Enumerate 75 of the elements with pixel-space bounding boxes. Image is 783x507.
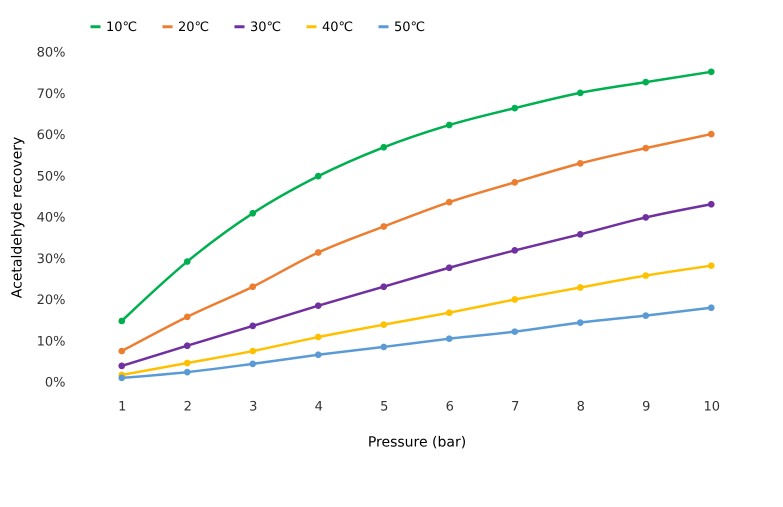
x-tick-label: 2 — [184, 400, 192, 414]
point — [642, 214, 650, 221]
point — [708, 304, 715, 312]
point — [380, 223, 388, 230]
x-tick-label: 5 — [380, 400, 388, 414]
y-tick-label: 50% — [36, 169, 66, 184]
point — [314, 172, 322, 180]
legend-label: 50℃ — [394, 20, 426, 35]
y-tick-label: 0% — [44, 376, 66, 390]
point — [184, 342, 191, 350]
point — [314, 351, 322, 358]
y-tick-label: 30% — [36, 252, 66, 267]
point — [642, 144, 650, 152]
y-tick-label: 20% — [36, 293, 66, 308]
point — [118, 374, 126, 382]
point — [314, 334, 322, 340]
point — [249, 283, 256, 290]
point — [314, 249, 322, 256]
point — [184, 360, 191, 366]
point — [511, 104, 518, 112]
y-tick-label: 10% — [36, 334, 66, 350]
x-tick-label: 3 — [249, 400, 258, 414]
point — [511, 328, 518, 336]
point — [184, 313, 191, 320]
point — [642, 312, 650, 319]
point — [380, 321, 388, 328]
x-tick-label: 1 — [118, 400, 126, 414]
point — [249, 322, 256, 330]
y-tick-label: 40% — [36, 210, 66, 226]
point — [249, 348, 256, 354]
point — [446, 198, 453, 206]
x-tick-label: 9 — [642, 400, 650, 414]
point — [642, 272, 650, 279]
legend-label: 30℃ — [250, 20, 282, 35]
point — [446, 335, 453, 342]
point — [708, 262, 715, 270]
point — [380, 144, 388, 151]
x-axis-title: Pressure (bar) — [368, 434, 466, 450]
point — [446, 264, 453, 272]
legend-label: 20℃ — [178, 20, 210, 35]
x-tick-label: 6 — [446, 400, 454, 414]
point — [576, 319, 584, 326]
legend-label: 40℃ — [322, 20, 354, 35]
point — [380, 283, 388, 290]
point — [446, 122, 453, 128]
point — [511, 247, 518, 254]
point — [314, 302, 322, 310]
y-axis-title: Acetaldehyde recovery — [10, 136, 26, 298]
point — [576, 284, 584, 291]
point — [249, 360, 256, 368]
x-tick-label: 10 — [703, 400, 720, 414]
point — [708, 68, 715, 76]
x-tick-label: 7 — [511, 400, 520, 414]
y-tick-label: 80% — [36, 46, 66, 60]
y-tick-label: 70% — [36, 86, 66, 102]
point — [446, 309, 453, 316]
point — [708, 130, 715, 138]
point — [511, 179, 518, 186]
point — [642, 78, 650, 86]
point — [708, 200, 715, 208]
point — [184, 258, 191, 265]
point — [249, 210, 256, 217]
point — [576, 230, 584, 238]
x-tick-label: 4 — [314, 400, 323, 414]
point — [118, 362, 126, 370]
point — [576, 160, 584, 167]
point — [380, 344, 388, 350]
y-tick-label: 60% — [36, 128, 66, 143]
point — [576, 89, 584, 96]
point — [511, 296, 518, 303]
legend-label: 10℃ — [106, 20, 138, 35]
point — [118, 348, 126, 354]
x-tick-label: 8 — [576, 400, 585, 414]
point — [184, 368, 191, 376]
point — [118, 318, 126, 324]
